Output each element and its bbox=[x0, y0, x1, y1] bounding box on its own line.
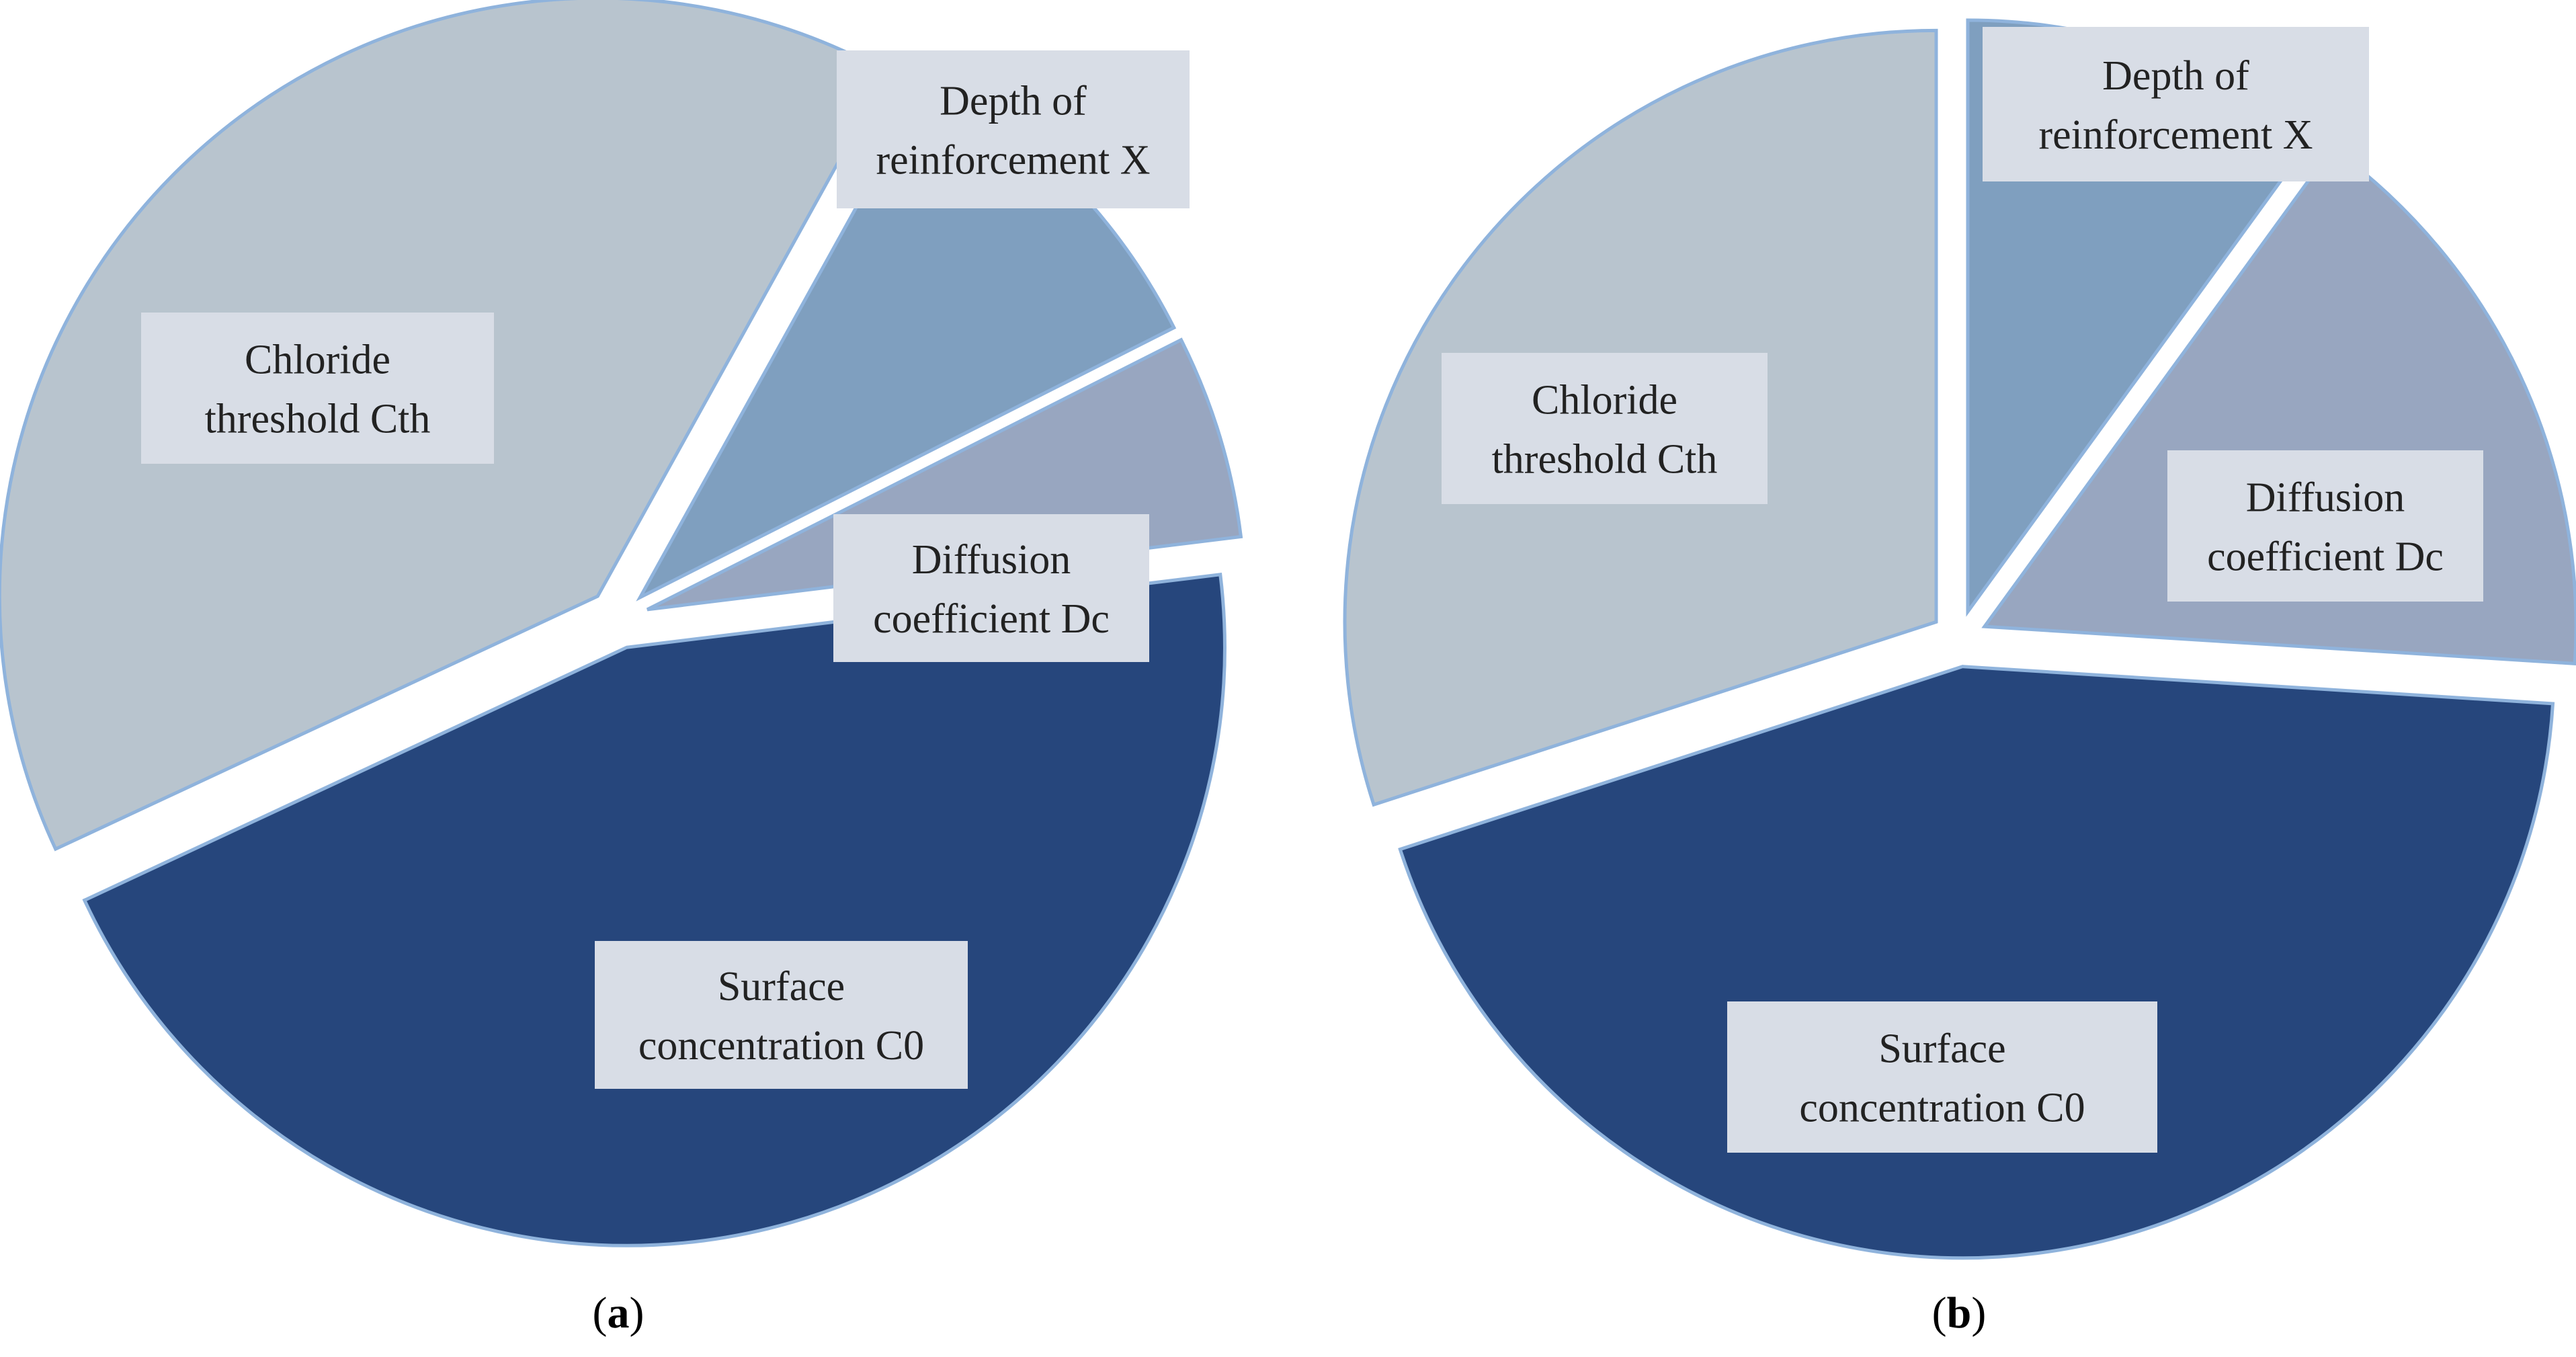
slice-label-box-x bbox=[1983, 27, 2369, 181]
slice-label-line-c0: Surface bbox=[1878, 1026, 2005, 1072]
slice-label-x: Depth of reinforcement X bbox=[1983, 27, 2369, 181]
pie-chart-a: Depth of reinforcement X Diffusion coeffici… bbox=[0, 0, 1243, 1338]
slice-label-line-dc: coefficient Dc bbox=[873, 596, 1110, 642]
caption-letter: b bbox=[1947, 1288, 1972, 1338]
slice-label-line-x: reinforcement X bbox=[876, 138, 1151, 183]
slice-label-dc: Diffusion coefficient Dc bbox=[2167, 450, 2483, 602]
slice-label-line-cth: threshold Cth bbox=[1492, 437, 1718, 483]
slice-label-c0: Surface concentration C0 bbox=[595, 941, 968, 1089]
slice-label-line-cth: threshold Cth bbox=[205, 397, 431, 442]
slice-label-line-dc: Diffusion bbox=[2246, 475, 2405, 521]
slice-label-box-c0 bbox=[595, 941, 968, 1089]
slice-label-line-x: reinforcement X bbox=[2039, 112, 2313, 158]
caption-open-paren: ( bbox=[1932, 1288, 1947, 1338]
slice-label-dc: Diffusion coefficient Dc bbox=[833, 514, 1149, 662]
slice-label-c0: Surface concentration C0 bbox=[1727, 1001, 2157, 1153]
panel-caption-a: (a) bbox=[593, 1288, 645, 1338]
slice-label-box-x bbox=[837, 50, 1190, 208]
slice-label-line-dc: coefficient Dc bbox=[2207, 534, 2444, 580]
slice-label-box-cth bbox=[141, 313, 494, 464]
slice-label-line-dc: Diffusion bbox=[912, 537, 1071, 583]
slice-label-line-cth: Chloride bbox=[245, 337, 390, 383]
slice-label-box-c0 bbox=[1727, 1001, 2157, 1153]
slice-label-box-cth bbox=[1442, 353, 1768, 504]
slice-label-cth: Chloride threshold Cth bbox=[141, 313, 494, 464]
panel-caption-b: (b) bbox=[1932, 1288, 1987, 1338]
caption-close-paren: ) bbox=[630, 1288, 645, 1338]
caption-letter: a bbox=[608, 1288, 630, 1338]
pie-slice-c0 bbox=[1398, 665, 2555, 1260]
slice-label-line-cth: Chloride bbox=[1532, 378, 1677, 423]
slice-label-box-dc bbox=[2167, 450, 2483, 602]
slice-label-line-x: Depth of bbox=[2102, 53, 2249, 99]
slice-label-line-c0: concentration C0 bbox=[638, 1023, 924, 1069]
slice-label-line-c0: concentration C0 bbox=[1799, 1085, 2085, 1131]
slice-label-line-c0: Surface bbox=[718, 964, 845, 1010]
slice-label-box-dc bbox=[833, 514, 1149, 662]
caption-close-paren: ) bbox=[1971, 1288, 1986, 1338]
slice-label-x: Depth of reinforcement X bbox=[837, 50, 1190, 208]
caption-open-paren: ( bbox=[593, 1288, 608, 1338]
pie-chart-b: Depth of reinforcement X Diffusion coeffici… bbox=[1343, 18, 2576, 1338]
slice-label-line-x: Depth of bbox=[940, 79, 1087, 124]
slice-label-cth: Chloride threshold Cth bbox=[1442, 353, 1768, 504]
